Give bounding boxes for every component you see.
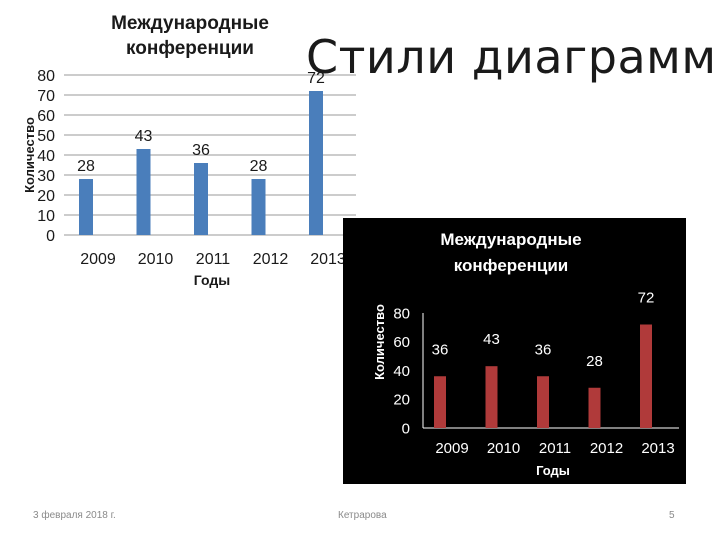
- chart-2-bar-2013: [640, 324, 652, 428]
- chart-1-light: Международные конференции 0 10 20 30 40 50 60 7…: [0, 0, 360, 300]
- chart-2-data-label-2009: 36: [432, 341, 449, 358]
- chart-1-x-tick-2013: 2013: [310, 251, 346, 268]
- chart-2-x-axis-title: Годы: [536, 463, 570, 478]
- chart-2-y-tick-label: 20: [393, 392, 410, 409]
- chart-1-x-ticks: 2009 2010 2011 2012 2013: [80, 251, 346, 268]
- chart-1-y-tick-label: 80: [37, 68, 55, 85]
- chart-1-bars: [79, 91, 323, 235]
- chart-1-y-tick-label: 70: [37, 88, 55, 105]
- chart-1-y-tick-label: 10: [37, 208, 55, 225]
- chart-1-bar-2013: [309, 91, 323, 235]
- chart-1-title-line-1: Международные: [111, 13, 269, 34]
- footer-page-number: 5: [669, 510, 675, 521]
- chart-2-y-tick-label: 60: [393, 334, 410, 351]
- chart-2-axes: [422, 313, 679, 429]
- chart-1-x-tick-2011: 2011: [196, 251, 231, 268]
- chart-2-x-tick-2009: 2009: [435, 440, 468, 457]
- chart-2-data-label-2010: 43: [483, 331, 500, 348]
- chart-1-data-label-2011: 36: [192, 142, 210, 159]
- chart-1-y-tick-label: 60: [37, 108, 55, 125]
- chart-1-data-label-2010: 43: [135, 128, 153, 145]
- chart-1-y-axis-title: Количество: [22, 117, 37, 193]
- chart-2-y-tick-label: 0: [402, 420, 410, 437]
- chart-2-x-tick-2013: 2013: [641, 440, 674, 457]
- chart-2-bars: [434, 324, 652, 428]
- chart-2-bar-2009: [434, 376, 446, 428]
- chart-2-title-line-1: Международные: [440, 230, 581, 249]
- chart-2-data-label-2011: 36: [535, 341, 552, 358]
- chart-1-y-tick-label: 30: [37, 168, 55, 185]
- chart-2-data-label-2012: 28: [586, 353, 603, 370]
- chart-2-y-axis-title: Количество: [372, 304, 387, 380]
- chart-1-svg: Международные конференции 0 10 20 30 40 50 60 7…: [22, 13, 356, 288]
- chart-2-y-ticks: 0 20 40 60 80: [393, 305, 410, 437]
- chart-2-background: [343, 218, 686, 484]
- chart-2-data-labels: 36 43 36 28 72: [432, 290, 655, 370]
- chart-1-y-ticks: 0 10 20 30 40 50 60 70 80: [37, 68, 55, 245]
- chart-1-y-tick-label: 40: [37, 148, 55, 165]
- chart-2-bar-2011: [537, 376, 549, 428]
- chart-2-data-label-2013: 72: [638, 290, 655, 307]
- chart-2-x-ticks: 2009 2010 2011 2012 2013: [435, 440, 674, 457]
- chart-1-x-axis-title: Годы: [194, 272, 230, 288]
- chart-1-bar-2009: [79, 179, 93, 235]
- chart-1-x-tick-2012: 2012: [253, 251, 289, 268]
- chart-1-data-label-2013: 72: [307, 70, 325, 87]
- chart-1-y-tick-label: 0: [46, 228, 55, 245]
- chart-2-bar-2012: [588, 387, 601, 428]
- slide-title: Стили диаграмм: [306, 30, 717, 84]
- chart-2-x-tick-2010: 2010: [487, 440, 520, 457]
- chart-2-dark: Международные конференции 0 20 40 60 80 36 43…: [343, 218, 686, 484]
- footer-author: Кетрарова: [338, 510, 387, 521]
- chart-1-bar-2011: [194, 163, 208, 235]
- chart-2-svg: Международные конференции 0 20 40 60 80 36 43…: [343, 218, 686, 484]
- chart-2-x-tick-2012: 2012: [590, 440, 623, 457]
- chart-1-bar-2012: [251, 179, 266, 235]
- chart-1-y-tick-label: 50: [37, 128, 55, 145]
- chart-1-x-tick-2009: 2009: [80, 251, 116, 268]
- chart-1-bar-2010: [136, 149, 151, 235]
- chart-2-x-tick-2011: 2011: [539, 440, 571, 457]
- chart-2-y-tick-label: 40: [393, 363, 410, 380]
- chart-1-data-label-2012: 28: [250, 158, 268, 175]
- chart-1-y-tick-label: 20: [37, 188, 55, 205]
- chart-1-title-line-2: конференции: [126, 38, 254, 59]
- chart-1-gridlines: [64, 74, 356, 236]
- chart-2-y-tick-label: 80: [393, 305, 410, 322]
- chart-1-data-label-2009: 28: [77, 158, 95, 175]
- chart-1-data-labels: 28 43 36 28 72: [77, 70, 325, 175]
- chart-1-x-tick-2010: 2010: [138, 251, 174, 268]
- chart-2-bar-2010: [485, 366, 498, 428]
- chart-2-title-line-2: конференции: [454, 256, 569, 275]
- footer-date: 3 февраля 2018 г.: [33, 510, 116, 521]
